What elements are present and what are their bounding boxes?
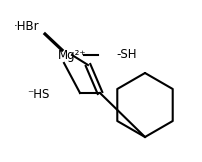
Text: ·HBr: ·HBr	[14, 19, 39, 33]
Text: -SH: -SH	[115, 47, 136, 60]
Text: Mg²⁺: Mg²⁺	[57, 48, 86, 62]
Text: ⁻HS: ⁻HS	[27, 88, 50, 102]
